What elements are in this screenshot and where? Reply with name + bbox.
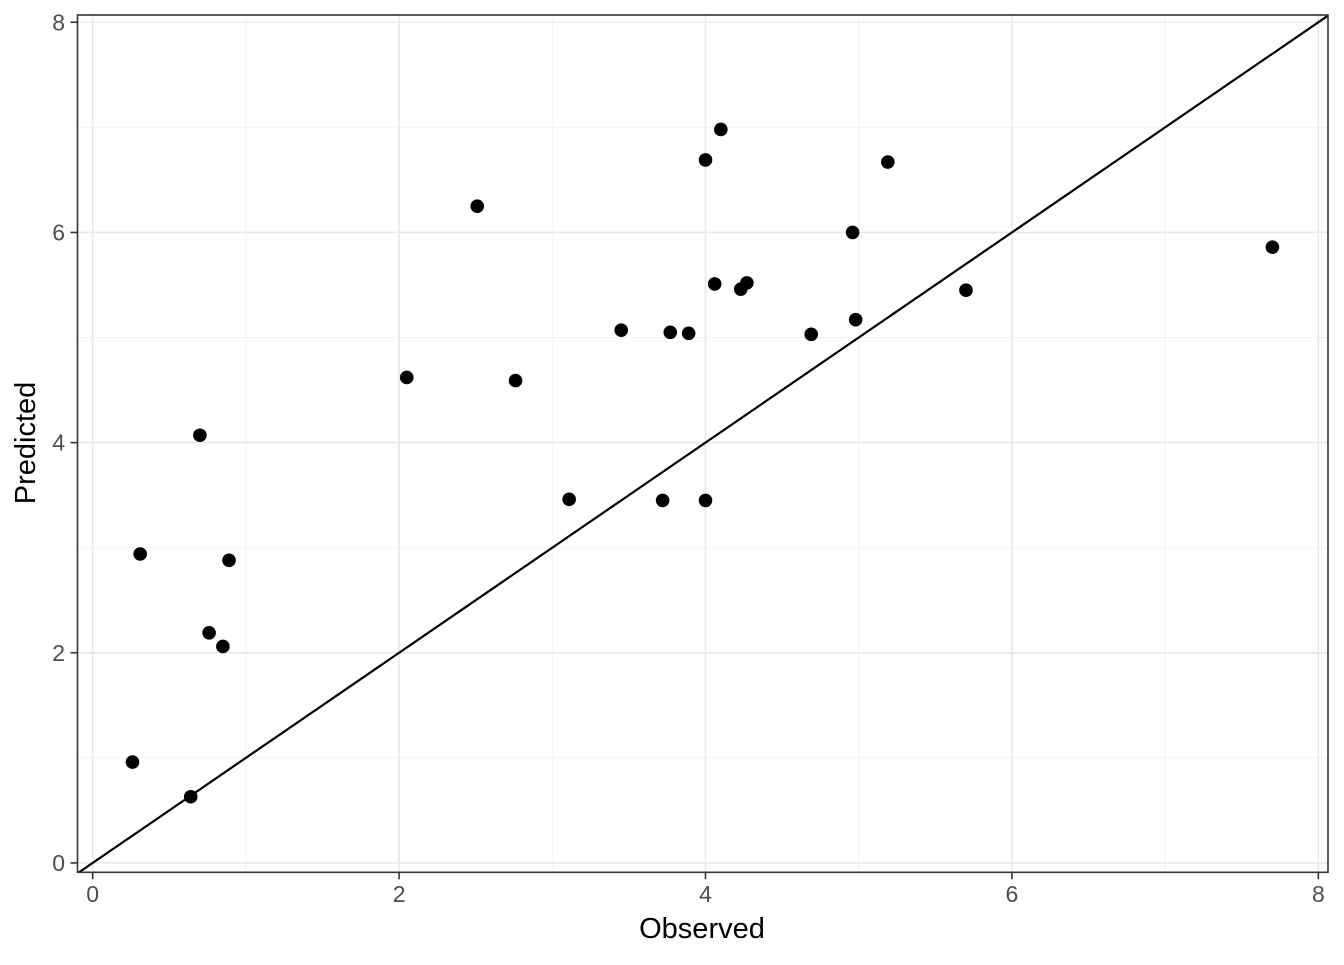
x-tick-label: 0 (86, 881, 99, 907)
data-point (133, 547, 147, 561)
data-point (614, 323, 629, 337)
data-point (663, 325, 678, 340)
data-points-layer (125, 122, 1280, 804)
data-point (183, 789, 198, 804)
data-point (193, 428, 207, 443)
y-axis-title: Predicted (10, 382, 42, 505)
axis-ticks-layer (70, 21, 1320, 880)
data-point (655, 493, 670, 508)
x-tick-label: 6 (1006, 881, 1019, 907)
axis-tick-labels-layer: 0 2 4 6 8 0 2 4 6 8 (52, 9, 1325, 907)
y-tick-label: 4 (52, 430, 65, 456)
data-point (681, 326, 696, 341)
y-tick-label: 0 (52, 850, 65, 876)
data-point (125, 755, 140, 769)
data-point (470, 199, 485, 213)
data-point (804, 327, 819, 342)
x-axis-title: Observed (639, 913, 765, 945)
y-tick-label: 2 (52, 640, 65, 666)
data-point (707, 277, 722, 291)
x-tick-label: 4 (699, 881, 712, 907)
data-point (222, 553, 236, 568)
data-point (698, 153, 713, 167)
data-point (1265, 240, 1280, 254)
data-point (399, 370, 414, 385)
data-point (698, 493, 713, 508)
panel-border-layer (76, 14, 1329, 874)
data-point (848, 312, 863, 327)
data-point (881, 155, 895, 169)
data-point (562, 492, 576, 507)
data-point (733, 282, 748, 296)
x-tick-label: 2 (393, 881, 406, 907)
y-tick-label: 6 (52, 219, 65, 245)
data-point (845, 225, 860, 240)
data-point (202, 626, 216, 640)
data-point (216, 639, 230, 654)
panel-border (76, 14, 1329, 874)
data-point (508, 373, 523, 388)
data-point (714, 122, 728, 137)
data-point (959, 283, 973, 298)
x-tick-label: 8 (1312, 881, 1325, 907)
minor-gridlines (77, 15, 1328, 873)
y-tick-label: 8 (52, 9, 65, 35)
